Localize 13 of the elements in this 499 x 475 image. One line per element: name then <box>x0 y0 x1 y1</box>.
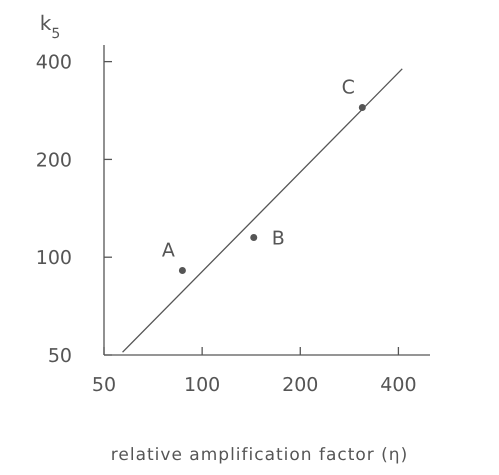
y-tick-label: 400 <box>36 52 72 74</box>
x-tick-label: 200 <box>282 374 318 396</box>
x-tick-label: 400 <box>380 374 417 396</box>
x-tick-label: 50 <box>92 374 116 396</box>
annotation: C <box>342 76 355 98</box>
y-tick-label: 50 <box>48 345 72 367</box>
y-axis-title: k$_{5}$ <box>40 11 60 42</box>
x-tick-label: 100 <box>184 374 220 396</box>
x-axis-title: relative amplification factor (η) <box>110 445 408 465</box>
y-tick-label: 100 <box>36 247 72 270</box>
annotation: A <box>162 240 175 262</box>
y-tick-label: 200 <box>36 149 72 172</box>
annotation: B <box>272 227 285 250</box>
